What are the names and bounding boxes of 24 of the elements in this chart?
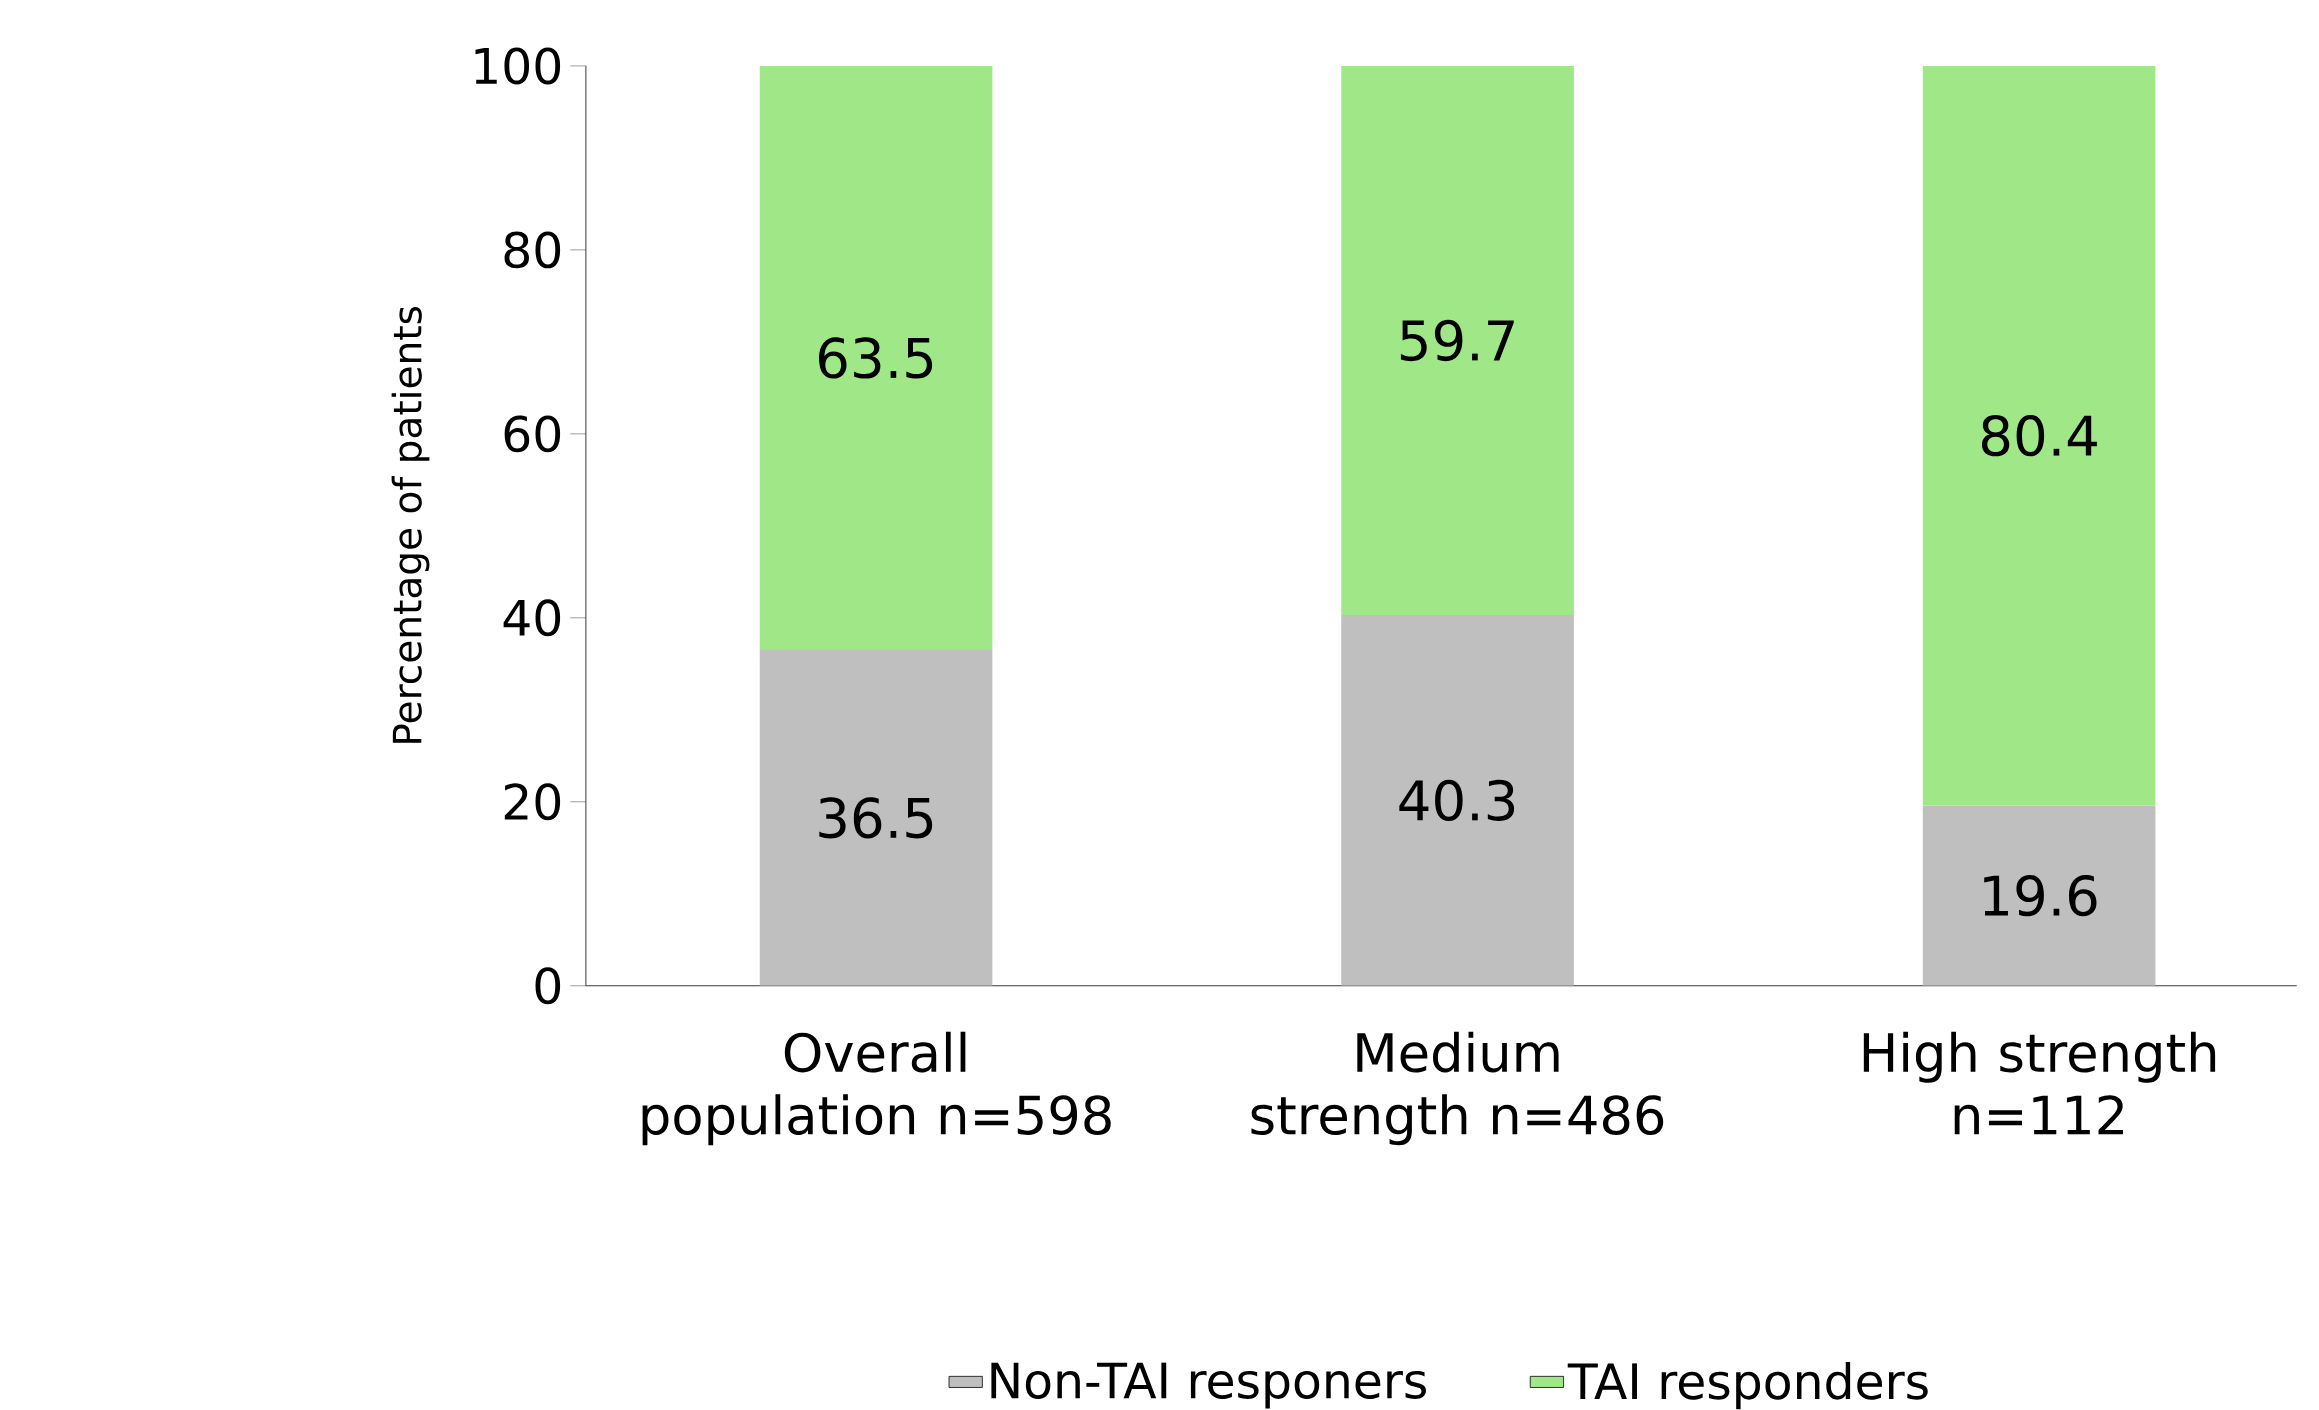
y-tick-label: 100 xyxy=(475,47,561,85)
x-tick-label: High strength n=112 xyxy=(1863,1031,2216,1135)
y-tick-label: 0 xyxy=(535,967,561,1005)
bar xyxy=(759,650,993,986)
data-label: 80.4 xyxy=(1981,415,2097,457)
data-label: 19.6 xyxy=(1984,875,2097,917)
y-tick-label: 60 xyxy=(504,415,561,453)
data-label: 63.5 xyxy=(819,337,933,379)
bar xyxy=(1341,615,1574,986)
y-tick-label: 80 xyxy=(504,231,561,269)
data-label: 36.5 xyxy=(819,797,933,839)
legend-label: Non-TAI responers xyxy=(991,1362,1426,1409)
y-tick-label: 40 xyxy=(503,599,561,637)
bar xyxy=(1922,66,2156,806)
x-tick-label: Overall population n=598 xyxy=(642,1031,1111,1146)
bar xyxy=(1341,66,1574,616)
data-label: 40.3 xyxy=(1399,779,1515,822)
legend-label: TAI responders xyxy=(1567,1362,1928,1410)
data-label: 59.7 xyxy=(1400,319,1514,362)
x-tick-label: Medium strength n=486 xyxy=(1251,1031,1664,1146)
bar xyxy=(759,66,993,651)
y-tick-label: 20 xyxy=(504,783,561,821)
bar xyxy=(1922,805,2156,986)
y-axis-title: Percentage of patients xyxy=(391,307,430,743)
